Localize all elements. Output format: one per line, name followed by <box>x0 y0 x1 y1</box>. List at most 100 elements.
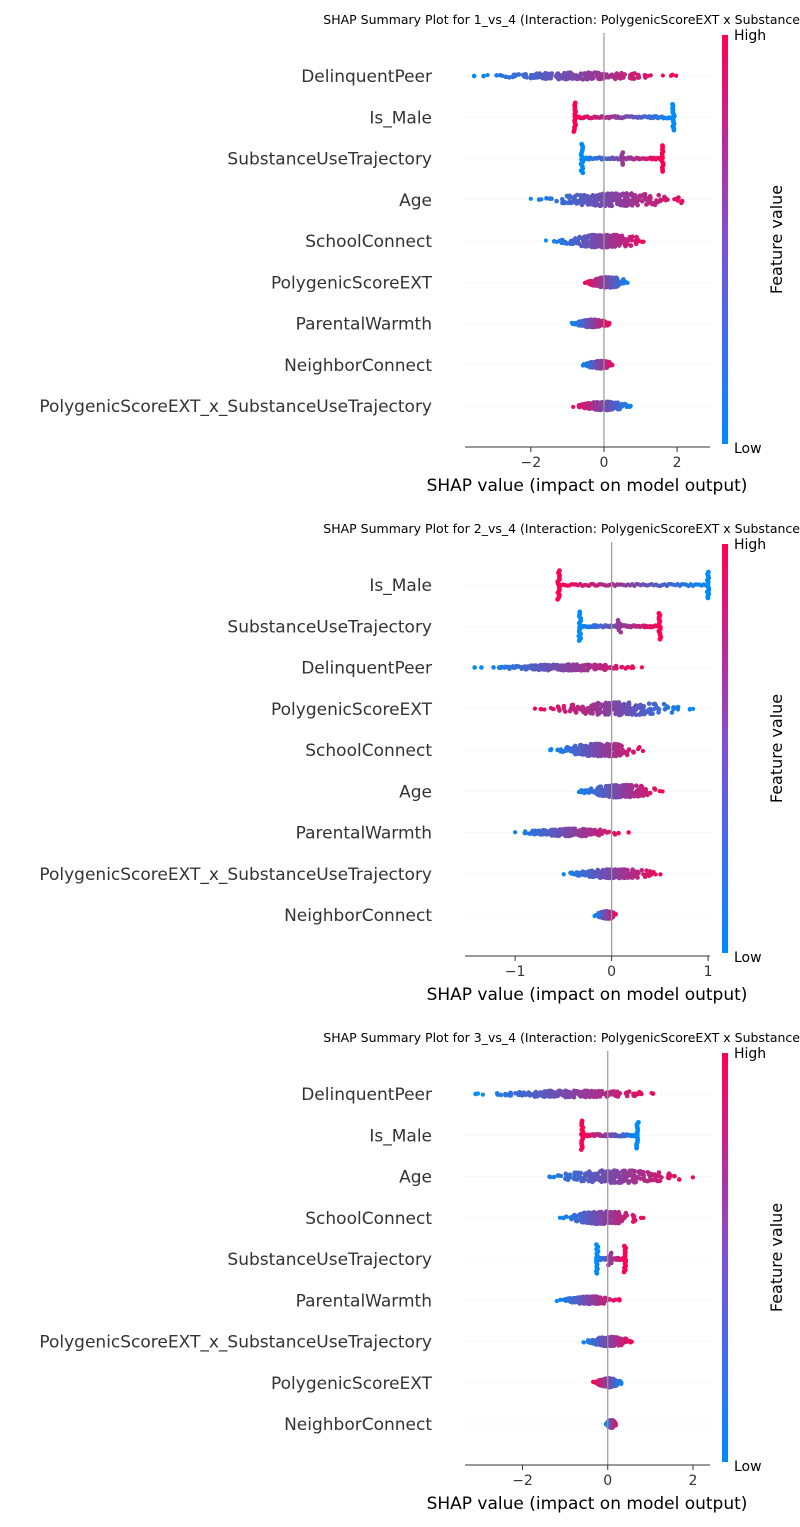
shap-point <box>575 1170 581 1176</box>
feature-points <box>548 741 646 759</box>
shap-point <box>613 707 618 712</box>
shap-point <box>599 240 605 246</box>
shap-point <box>554 198 559 204</box>
shap-point <box>631 1216 636 1221</box>
shap-point <box>660 168 666 174</box>
shap-point <box>636 1169 641 1175</box>
shap-point <box>539 197 544 202</box>
shap-point <box>571 404 576 410</box>
shap-point <box>623 1210 629 1216</box>
shap-point <box>494 73 499 78</box>
shap-point <box>545 74 550 79</box>
shap-point <box>503 1091 508 1097</box>
shap-point <box>658 197 663 202</box>
shap-point <box>676 1177 682 1182</box>
shap-point <box>621 1269 627 1275</box>
shap-point <box>578 1297 583 1302</box>
shap-point <box>613 1215 619 1221</box>
feature-label: Is_Male <box>369 108 432 128</box>
feature-points <box>571 399 633 413</box>
shap-point <box>638 710 643 716</box>
shap-point <box>590 748 595 753</box>
shap-point <box>568 1215 573 1220</box>
shap-point <box>603 1216 608 1221</box>
shap-point <box>549 1092 554 1097</box>
shap-point <box>668 1173 674 1178</box>
shap-point <box>656 192 661 198</box>
shap-point <box>635 202 640 208</box>
shap-point <box>595 1299 600 1304</box>
shap-point <box>548 831 553 836</box>
shap-point <box>555 596 561 602</box>
feature-label: NeighborConnect <box>284 906 432 926</box>
shap-point <box>652 786 657 791</box>
feature-label: PolygenicScoreEXT_x_SubstanceUseTrajecto… <box>39 1333 432 1353</box>
shap-point <box>628 788 634 793</box>
shap-point <box>594 238 599 243</box>
shap-point <box>572 826 578 832</box>
shap-point <box>660 789 665 794</box>
shap-point <box>679 198 685 204</box>
shap-point <box>615 233 621 239</box>
feature-label: Is_Male <box>369 1126 432 1146</box>
shap-point <box>543 1092 548 1097</box>
shap-point <box>631 197 636 203</box>
feature-points <box>532 700 696 718</box>
shap-point <box>605 281 611 286</box>
shap-point <box>580 170 586 176</box>
shap-point <box>485 72 490 78</box>
shap-point <box>606 74 611 80</box>
shap-point <box>539 74 545 80</box>
colorbar <box>722 544 728 953</box>
shap-point <box>639 239 644 245</box>
shap-point <box>551 665 557 670</box>
shap-point <box>529 1092 535 1097</box>
shap-point <box>578 707 584 712</box>
shap-point <box>638 1176 643 1181</box>
shap-point <box>632 71 637 76</box>
shap-point <box>634 788 639 794</box>
shap-point <box>604 237 609 243</box>
feature-points <box>576 782 665 800</box>
shap-point <box>619 1340 625 1345</box>
shap-point <box>562 200 568 205</box>
shap-point <box>600 321 605 327</box>
shap-point <box>612 741 617 747</box>
shap-point <box>576 789 582 795</box>
shap-point <box>632 872 637 877</box>
shap-point <box>611 792 617 797</box>
shap-point <box>574 192 580 198</box>
shap-point <box>568 1175 573 1180</box>
feature-points <box>569 317 612 330</box>
shap-point <box>648 73 653 78</box>
shap-point <box>612 1336 617 1342</box>
shap-point <box>628 403 633 408</box>
shap-point <box>606 830 611 835</box>
shap-point <box>522 74 527 79</box>
shap-point <box>615 1173 620 1178</box>
shap-point <box>640 748 646 754</box>
shap-point <box>618 76 623 81</box>
shap-point <box>649 1090 654 1096</box>
shap-point <box>594 1270 600 1276</box>
shap-point <box>621 280 626 286</box>
shap-point <box>621 748 626 754</box>
shap-point <box>586 1173 591 1178</box>
shap-point <box>628 243 634 248</box>
shap-point <box>620 162 626 167</box>
shap-point <box>591 706 597 712</box>
feature-points <box>528 191 685 209</box>
shap-point <box>609 74 615 79</box>
shap-point <box>479 665 484 670</box>
shap-point <box>556 1092 562 1097</box>
shap-point <box>611 232 617 238</box>
shap-point <box>620 199 625 205</box>
shap-point <box>600 790 605 795</box>
x-tick-label: −1 <box>505 964 526 980</box>
shap-point <box>583 1093 589 1099</box>
shap-point <box>618 202 623 208</box>
shap-point <box>598 197 604 202</box>
shap-point <box>631 710 636 716</box>
feature-label: ParentalWarmth <box>296 1291 432 1311</box>
